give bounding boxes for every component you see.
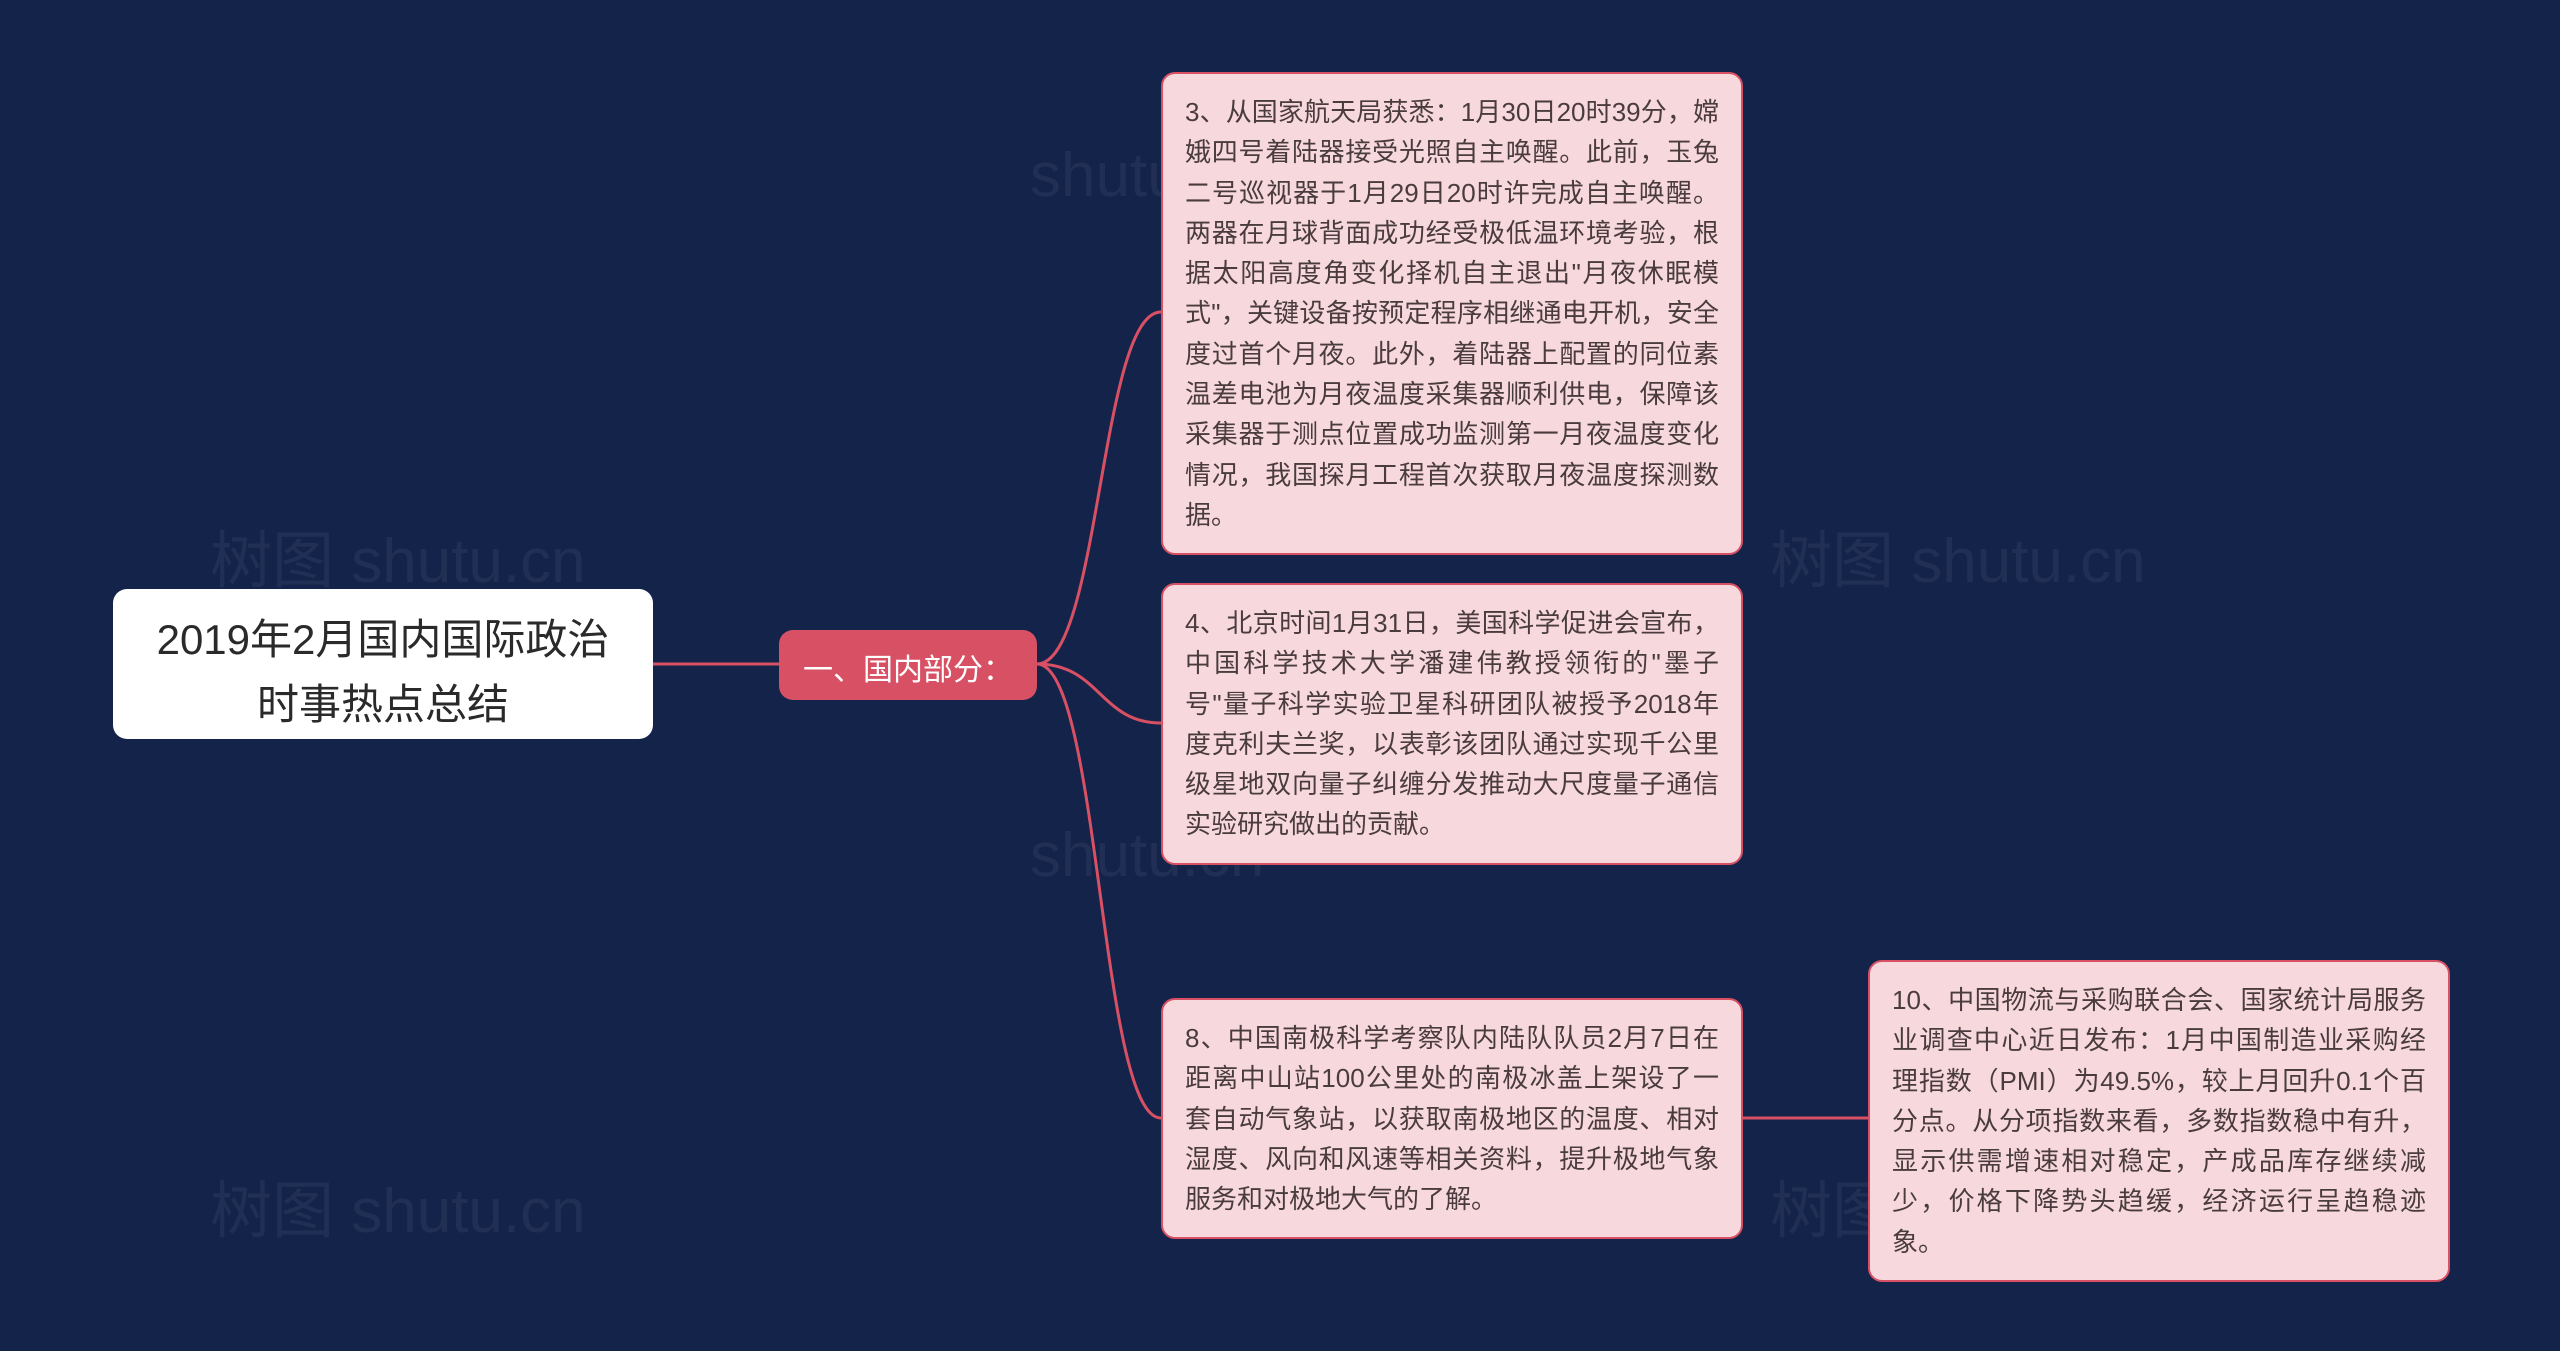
leaf-text: 4、北京时间1月31日，美国科学促进会宣布，中国科学技术大学潘建伟教授领衔的"墨… xyxy=(1185,608,1719,839)
watermark: 树图 shutu.cn xyxy=(1770,510,2146,600)
watermark: 树图 shutu.cn xyxy=(210,510,586,600)
leaf-node[interactable]: 4、北京时间1月31日，美国科学促进会宣布，中国科学技术大学潘建伟教授领衔的"墨… xyxy=(1161,583,1743,865)
watermark: 树图 shutu.cn xyxy=(210,1160,586,1250)
connector xyxy=(1037,664,1161,1118)
root-line1: 2019年2月国内国际政治 xyxy=(135,607,631,672)
root-node[interactable]: 2019年2月国内国际政治 时事热点总结 xyxy=(113,589,653,739)
leaf-node[interactable]: 3、从国家航天局获悉：1月30日20时39分，嫦娥四号着陆器接受光照自主唤醒。此… xyxy=(1161,72,1743,555)
connector xyxy=(1037,664,1161,723)
root-line2: 时事热点总结 xyxy=(135,672,631,737)
leaf-node[interactable]: 8、中国南极科学考察队内陆队队员2月7日在距离中山站100公里处的南极冰盖上架设… xyxy=(1161,998,1743,1239)
leaf-text: 10、中国物流与采购联合会、国家统计局服务业调查中心近日发布：1月中国制造业采购… xyxy=(1892,985,2426,1257)
leaf-text: 8、中国南极科学考察队内陆队队员2月7日在距离中山站100公里处的南极冰盖上架设… xyxy=(1185,1023,1719,1214)
leaf-node[interactable]: 10、中国物流与采购联合会、国家统计局服务业调查中心近日发布：1月中国制造业采购… xyxy=(1868,960,2450,1282)
branch-label: 一、国内部分： xyxy=(803,654,1013,687)
mindmap-canvas: 树图 shutu.cnshutu.cn树图 shutu.cn树图 shutu.c… xyxy=(0,0,2560,1351)
connector xyxy=(1037,312,1161,664)
leaf-text: 3、从国家航天局获悉：1月30日20时39分，嫦娥四号着陆器接受光照自主唤醒。此… xyxy=(1185,97,1719,530)
branch-node[interactable]: 一、国内部分： xyxy=(779,630,1037,700)
